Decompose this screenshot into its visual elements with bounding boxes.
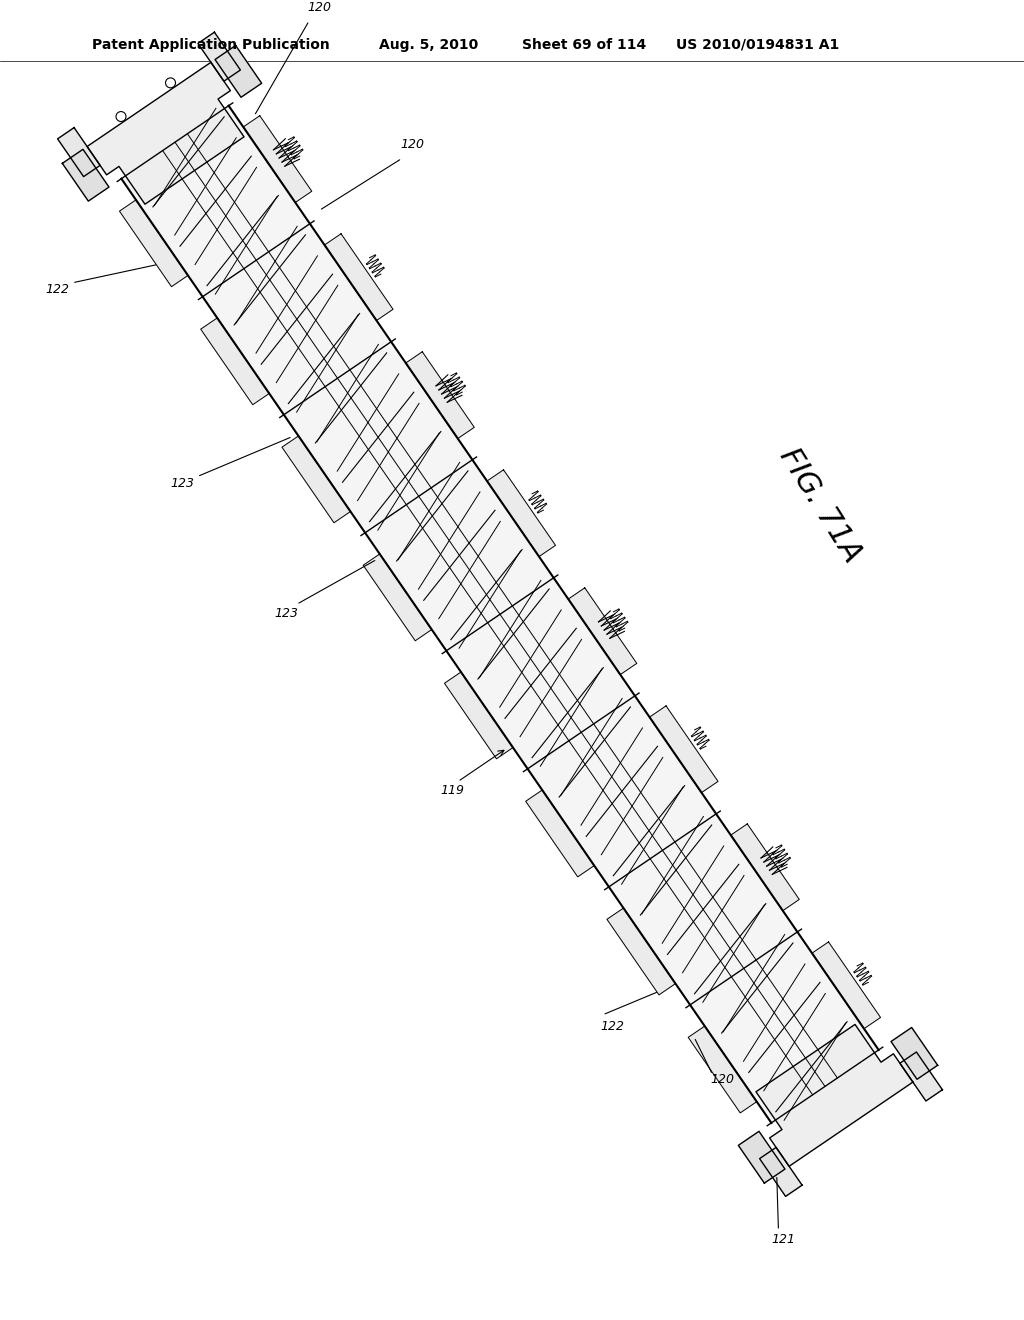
Polygon shape	[325, 234, 393, 321]
Polygon shape	[525, 791, 594, 876]
Polygon shape	[487, 470, 556, 557]
Text: 120: 120	[307, 0, 332, 13]
Polygon shape	[215, 45, 262, 98]
Polygon shape	[688, 1026, 757, 1113]
Polygon shape	[198, 32, 241, 82]
Text: Sheet 69 of 114: Sheet 69 of 114	[522, 38, 646, 51]
Polygon shape	[568, 587, 637, 675]
Polygon shape	[649, 706, 718, 792]
Polygon shape	[446, 578, 635, 768]
Polygon shape	[120, 199, 188, 286]
Text: Patent Application Publication: Patent Application Publication	[92, 38, 330, 51]
Polygon shape	[738, 1131, 785, 1183]
Text: FIG. 71A: FIG. 71A	[773, 442, 866, 568]
Polygon shape	[62, 149, 109, 201]
Polygon shape	[760, 1147, 802, 1196]
Polygon shape	[364, 554, 432, 640]
Polygon shape	[900, 1052, 942, 1101]
Polygon shape	[122, 106, 310, 297]
Polygon shape	[282, 436, 350, 523]
Polygon shape	[366, 459, 554, 651]
Text: Aug. 5, 2010: Aug. 5, 2010	[379, 38, 478, 51]
Polygon shape	[527, 696, 716, 887]
Polygon shape	[756, 1024, 913, 1167]
Polygon shape	[284, 342, 472, 533]
Polygon shape	[406, 352, 474, 438]
Text: 123: 123	[170, 477, 194, 490]
Polygon shape	[607, 908, 676, 995]
Text: US 2010/0194831 A1: US 2010/0194831 A1	[676, 38, 839, 51]
Polygon shape	[891, 1027, 938, 1080]
Polygon shape	[812, 942, 881, 1028]
Polygon shape	[201, 318, 269, 405]
Polygon shape	[690, 932, 879, 1123]
Polygon shape	[57, 128, 100, 177]
Polygon shape	[731, 824, 800, 911]
Polygon shape	[87, 62, 244, 205]
Text: 119: 119	[440, 784, 465, 797]
Text: 122: 122	[45, 282, 69, 296]
Polygon shape	[609, 814, 798, 1005]
Polygon shape	[203, 223, 391, 414]
Polygon shape	[444, 672, 513, 759]
Text: 122: 122	[600, 1020, 625, 1032]
Text: 121: 121	[771, 1233, 796, 1246]
Text: 120: 120	[711, 1073, 734, 1086]
Polygon shape	[244, 116, 311, 202]
Text: 120: 120	[400, 139, 424, 152]
Text: 123: 123	[274, 607, 298, 620]
